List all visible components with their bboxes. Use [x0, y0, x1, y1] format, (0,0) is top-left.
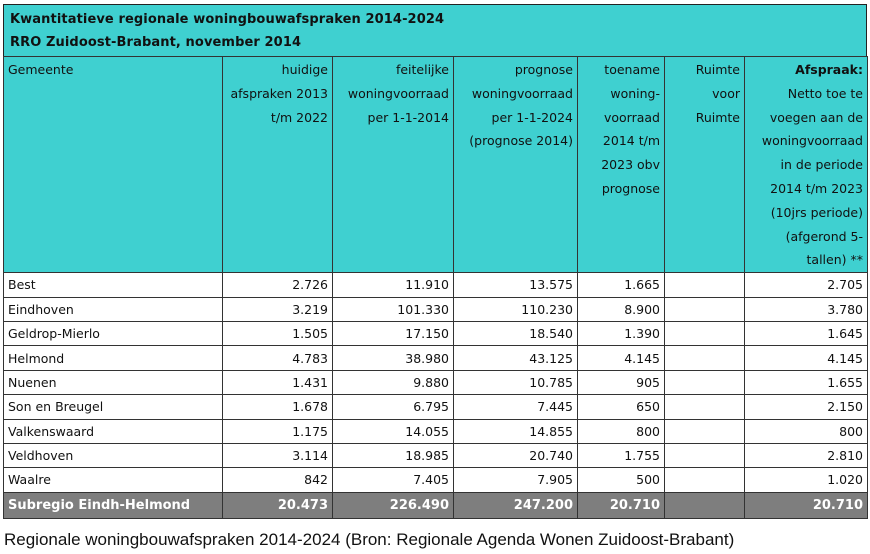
table-title: Kwantitatieve regionale woningbouwafspra… — [10, 12, 445, 27]
cell-prognose: 43.125 — [453, 345, 578, 371]
col-header-feitelijke: feitelijke woningvoorraad per 1-1-2014 — [332, 55, 454, 274]
cell-gemeente: Best — [3, 272, 223, 298]
cell-gemeente: Valkenswaard — [3, 418, 223, 444]
cell-ruimte — [664, 442, 745, 469]
cell-toename: 800 — [577, 418, 665, 444]
cell-gemeente: Waalre — [3, 467, 223, 493]
cell-feitelijke: 7.405 — [332, 467, 454, 493]
total-toename: 20.710 — [577, 491, 665, 519]
cell-feitelijke: 38.980 — [332, 345, 454, 371]
cell-feitelijke: 18.985 — [332, 442, 454, 469]
woningbouw-table: Gemeente huidige afspraken 2013 t/m 2022… — [3, 55, 868, 519]
cell-feitelijke: 14.055 — [332, 418, 454, 444]
cell-ruimte — [664, 345, 745, 371]
cell-gemeente: Veldhoven — [3, 442, 223, 469]
total-feitelijke: 226.490 — [332, 491, 454, 519]
table-row: Son en Breugel 1.678 6.795 7.445 650 2.150 — [3, 394, 868, 420]
cell-feitelijke: 9.880 — [332, 369, 454, 396]
cell-afspraak: 4.145 — [744, 345, 868, 371]
cell-afspraak: 2.150 — [744, 394, 868, 420]
cell-huidige: 1.678 — [222, 394, 333, 420]
table-row: Waalre 842 7.405 7.905 500 1.020 — [3, 467, 868, 493]
table-row: Helmond 4.783 38.980 43.125 4.145 4.145 — [3, 345, 868, 371]
cell-afspraak: 1.020 — [744, 467, 868, 493]
cell-toename: 4.145 — [577, 345, 665, 371]
cell-feitelijke: 101.330 — [332, 296, 454, 322]
cell-ruimte — [664, 320, 745, 347]
col-header-afspraak-desc: Netto toe te voegen aan de woningvoorraa… — [761, 85, 863, 268]
total-prognose: 247.200 — [453, 491, 578, 519]
cell-toename: 8.900 — [577, 296, 665, 322]
cell-ruimte — [664, 369, 745, 396]
cell-prognose: 7.445 — [453, 394, 578, 420]
cell-ruimte — [664, 296, 745, 322]
table-subtitle: RRO Zuidoost-Brabant, november 2014 — [10, 35, 302, 50]
total-ruimte — [664, 491, 745, 519]
col-header-afspraak-title: Afspraak: — [795, 62, 863, 77]
cell-huidige: 1.175 — [222, 418, 333, 444]
col-header-ruimte: Ruimte voor Ruimte — [664, 55, 745, 274]
cell-toename: 905 — [577, 369, 665, 396]
cell-afspraak: 1.655 — [744, 369, 868, 396]
cell-gemeente: Geldrop-Mierlo — [3, 320, 223, 347]
total-huidige: 20.473 — [222, 491, 333, 519]
cell-afspraak: 2.705 — [744, 272, 868, 298]
cell-afspraak: 800 — [744, 418, 868, 444]
table-row: Veldhoven 3.114 18.985 20.740 1.755 2.810 — [3, 442, 868, 469]
cell-prognose: 20.740 — [453, 442, 578, 469]
table-row: Eindhoven 3.219 101.330 110.230 8.900 3.780 — [3, 296, 868, 322]
table-row: Nuenen 1.431 9.880 10.785 905 1.655 — [3, 369, 868, 396]
cell-prognose: 10.785 — [453, 369, 578, 396]
cell-afspraak: 2.810 — [744, 442, 868, 469]
cell-huidige: 4.783 — [222, 345, 333, 371]
woningbouw-table-frame: Kwantitatieve regionale woningbouwafspra… — [3, 4, 868, 519]
cell-gemeente: Helmond — [3, 345, 223, 371]
cell-gemeente: Son en Breugel — [3, 394, 223, 420]
col-header-huidige: huidige afspraken 2013 t/m 2022 — [222, 55, 333, 274]
cell-feitelijke: 17.150 — [332, 320, 454, 347]
figure-caption: Regionale woningbouwafspraken 2014-2024 … — [4, 530, 735, 549]
header-row: Gemeente huidige afspraken 2013 t/m 2022… — [3, 55, 868, 274]
cell-ruimte — [664, 467, 745, 493]
table-row: Best 2.726 11.910 13.575 1.665 2.705 — [3, 272, 868, 298]
table-row: Geldrop-Mierlo 1.505 17.150 18.540 1.390 1.64… — [3, 320, 868, 347]
cell-huidige: 3.219 — [222, 296, 333, 322]
cell-afspraak: 1.645 — [744, 320, 868, 347]
cell-ruimte — [664, 394, 745, 420]
cell-prognose: 13.575 — [453, 272, 578, 298]
cell-huidige: 3.114 — [222, 442, 333, 469]
cell-huidige: 842 — [222, 467, 333, 493]
cell-prognose: 110.230 — [453, 296, 578, 322]
cell-feitelijke: 6.795 — [332, 394, 454, 420]
col-header-toename: toename woning-voorraad 2014 t/m 2023 ob… — [577, 55, 665, 274]
cell-gemeente: Eindhoven — [3, 296, 223, 322]
cell-toename: 1.665 — [577, 272, 665, 298]
total-afspraak: 20.710 — [744, 491, 868, 519]
cell-prognose: 7.905 — [453, 467, 578, 493]
cell-toename: 650 — [577, 394, 665, 420]
cell-toename: 1.755 — [577, 442, 665, 469]
cell-prognose: 14.855 — [453, 418, 578, 444]
cell-ruimte — [664, 418, 745, 444]
total-gemeente: Subregio Eindh-Helmond — [3, 491, 223, 519]
cell-huidige: 2.726 — [222, 272, 333, 298]
table-title-block: Kwantitatieve regionale woningbouwafspra… — [3, 4, 867, 56]
col-header-gemeente: Gemeente — [3, 55, 223, 274]
cell-huidige: 1.505 — [222, 320, 333, 347]
cell-toename: 1.390 — [577, 320, 665, 347]
col-header-afspraak: Afspraak: Netto toe te voegen aan de won… — [744, 55, 868, 274]
cell-gemeente: Nuenen — [3, 369, 223, 396]
cell-toename: 500 — [577, 467, 665, 493]
cell-ruimte — [664, 272, 745, 298]
cell-huidige: 1.431 — [222, 369, 333, 396]
total-row: Subregio Eindh-Helmond 20.473 226.490 24… — [3, 491, 868, 519]
cell-afspraak: 3.780 — [744, 296, 868, 322]
col-header-prognose: prognose woningvoorraad per 1-1-2024 (pr… — [453, 55, 578, 274]
cell-prognose: 18.540 — [453, 320, 578, 347]
cell-feitelijke: 11.910 — [332, 272, 454, 298]
table-row: Valkenswaard 1.175 14.055 14.855 800 800 — [3, 418, 868, 444]
